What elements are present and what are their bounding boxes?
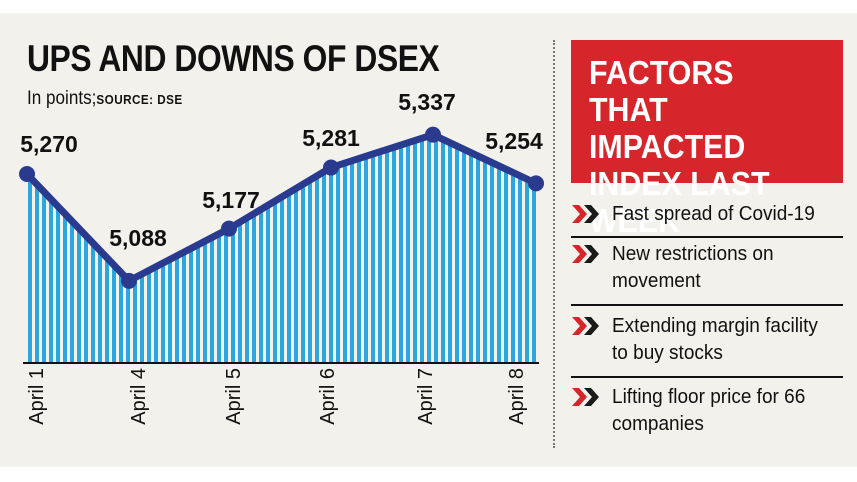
chevron-right-icon <box>572 245 599 263</box>
factor-text: Extending margin facility to buy stocks <box>612 315 818 364</box>
series-line <box>23 131 540 285</box>
area-fill <box>27 134 536 362</box>
chevron-right-icon <box>572 388 599 406</box>
factor-text: Lifting floor price for 66 companies <box>612 386 806 435</box>
data-point <box>323 159 339 176</box>
x-tick-label: April 6 <box>317 368 339 425</box>
x-tick-label: April 7 <box>415 368 437 425</box>
data-label: 5,270 <box>20 131 78 157</box>
chart-subtitle: In points;SOURCE: DSE <box>27 88 183 110</box>
data-label: 5,337 <box>398 89 456 115</box>
data-point <box>425 126 441 143</box>
data-point <box>221 220 237 237</box>
data-label: 5,254 <box>485 128 543 154</box>
data-point <box>528 175 544 192</box>
factor-rule <box>571 236 843 238</box>
source-label: SOURCE: DSE <box>96 92 183 107</box>
factors-title: FACTORS THAT IMPACTED INDEX LAST WEEK <box>589 54 770 239</box>
unit-note: In points; <box>27 88 97 109</box>
factors-header: FACTORS THAT IMPACTED INDEX LAST WEEK <box>571 40 843 239</box>
data-label: 5,177 <box>202 187 260 213</box>
chevron-right-icon <box>572 317 599 335</box>
x-tick-label: April 4 <box>128 368 150 425</box>
x-tick-label: April 8 <box>506 368 528 425</box>
factor-rule <box>571 304 843 306</box>
factor-text: Fast spread of Covid-19 <box>612 203 815 225</box>
factor-text: New restrictions on movement <box>612 243 774 292</box>
x-tick-label: April 5 <box>223 368 245 425</box>
data-label: 5,088 <box>109 225 167 251</box>
dsex-line-chart: 5,270 5,088 5,177 5,281 5,337 5,254 April 1 Ap… <box>19 89 544 425</box>
chart-title: UPS AND DOWNS OF DSEX <box>27 38 440 79</box>
data-point <box>121 272 137 289</box>
data-label: 5,281 <box>302 125 360 151</box>
x-tick-label: April 1 <box>26 368 48 425</box>
data-point <box>19 166 35 182</box>
section-divider <box>553 40 555 448</box>
chevron-right-icon <box>572 205 599 223</box>
factor-rule <box>571 376 843 378</box>
